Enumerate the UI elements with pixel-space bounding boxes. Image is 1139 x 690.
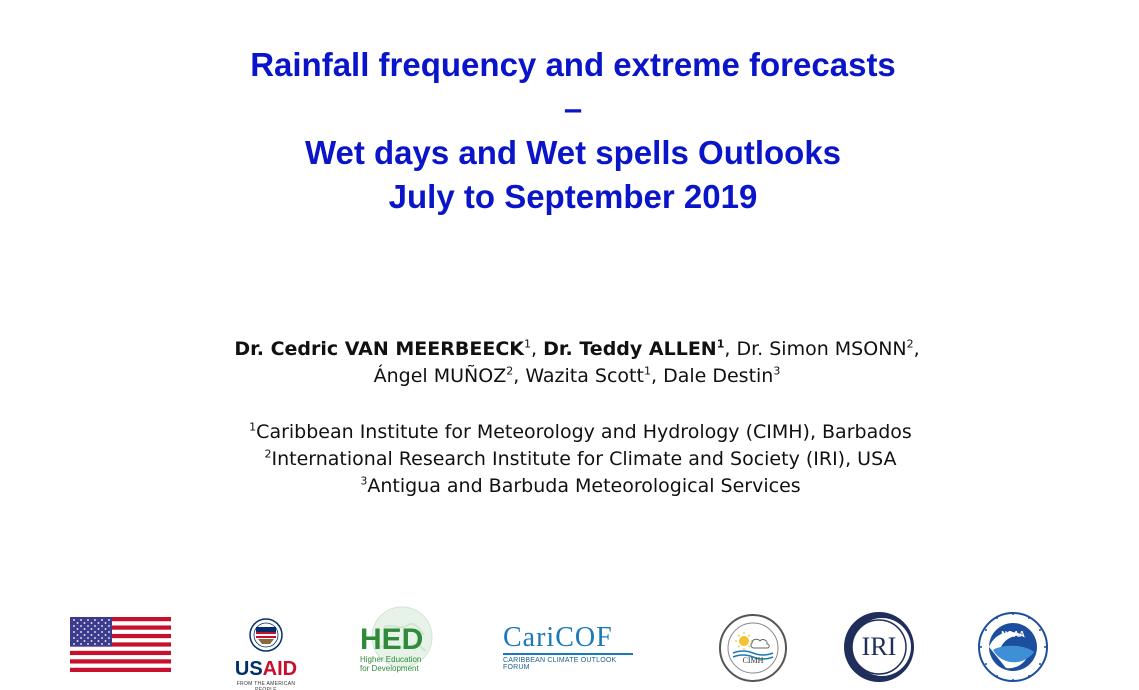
iri-wordmark: IRI [861,632,897,661]
affiliation-3: 3Antigua and Barbuda Meteorological Serv… [360,474,801,497]
author-sup: 1 [643,364,651,378]
cimh-seal-icon [719,614,787,682]
affiliations-block: 1Caribbean Institute for Meteorology and… [0,419,1139,500]
authors-line-2: Ángel MUÑOZ2, Wazita Scott1, Dale Destin… [373,364,781,387]
usaid-wordmark-red: AID [262,658,298,680]
hed-text: HED Higher Education for Development [360,623,424,674]
author-sup: 2 [906,337,914,351]
affiliation-1: 1Caribbean Institute for Meteorology and… [249,420,912,443]
us-flag-icon [70,617,171,672]
author-msonn: Dr. Simon MSONN [736,338,907,360]
hed-wordmark: HED [360,623,424,656]
us-flag-logo [70,617,171,672]
author-scott: Wazita Scott [525,365,644,387]
author-destin: Dale Destin [663,365,774,387]
noaa-wordmark: NOAA [1001,630,1025,639]
caricof-logo: CariCOF CARIBBEAN CLIMATE OUTLOOK FORUM [503,622,639,671]
author-munoz: Ángel MUÑOZ [373,365,507,387]
author-van-meerbeeck: Dr. Cedric VAN MEERBEECK [234,338,525,360]
hed-sub-2: for Development [360,664,419,673]
author-allen: Dr. Teddy ALLEN [543,338,717,360]
title-line-2: – [563,90,583,127]
title-line-4: July to September 2019 [388,178,758,215]
title-line-1: Rainfall frequency and extreme forecasts [250,46,896,83]
hed-sub-1: Higher Education [360,655,422,664]
caricof-rule [503,653,633,655]
author-sup: 1 [524,337,532,351]
affiliation-2: 2International Research Institute for Cl… [264,447,897,470]
noaa-logo: NOAA [978,610,1048,684]
usaid-wordmark: USAID [234,658,298,680]
caricof-wordmark: CariCOF [503,622,613,653]
title-line-3: Wet days and Wet spells Outlooks [304,134,842,171]
usaid-tagline: FROM THE AMERICAN PEOPLE [236,681,296,690]
hed-logo: HED Higher Education for Development [356,605,442,685]
usaid-logo: USAID FROM THE AMERICAN PEOPLE [228,618,304,690]
caricof-tagline: CARIBBEAN CLIMATE OUTLOOK FORUM [503,657,617,671]
logo-strip: USAID FROM THE AMERICAN PEOPLE HED Highe… [0,600,1139,690]
author-sup: 2 [506,364,514,378]
noaa-seal-icon [978,612,1048,682]
cimh-label: CIMH [742,656,764,665]
authors-block: Dr. Cedric VAN MEERBEECK1, Dr. Teddy ALL… [0,336,1139,390]
usaid-seal-icon [249,618,283,652]
cimh-logo: CIMH [718,613,788,683]
slide-title: Rainfall frequency and extreme forecasts… [0,43,1139,219]
author-sup: 3 [773,364,781,378]
iri-ring-icon [844,612,914,682]
hed-globe-icon [371,606,433,668]
iri-logo: IRI [842,610,916,684]
authors-line-1: Dr. Cedric VAN MEERBEECK1, Dr. Teddy ALL… [234,337,920,360]
author-sup: 1 [716,337,725,351]
